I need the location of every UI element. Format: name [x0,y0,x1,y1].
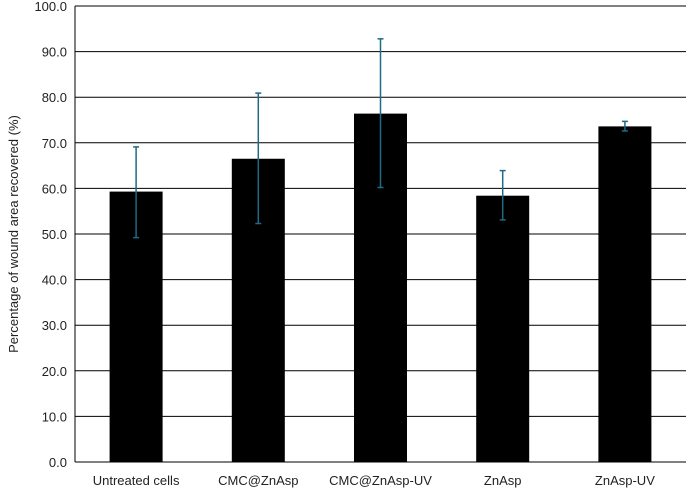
x-tick-label: Untreated cells [93,473,180,488]
x-tick-label: ZnAsp-UV [595,473,655,488]
y-tick-label: 50.0 [42,227,67,242]
error-bar [377,38,384,189]
error-bar [133,146,140,239]
y-axis-title: Percentage of wound area recovered (%) [6,115,21,353]
x-tick-label: CMC@ZnAsp-UV [329,473,432,488]
y-tick-label: 40.0 [42,273,67,288]
bar [476,195,530,463]
error-bar [621,120,628,132]
bar [598,126,652,462]
y-tick-labels: 0.0 10.0 20.0 30.0 40.0 50.0 60.0 70.0 80.0 90.0 1… [34,0,67,470]
y-tick-label: 90.0 [42,45,67,60]
y-tick-label: 0.0 [49,455,67,470]
error-bars [133,38,628,239]
error-bar [255,92,262,225]
x-tick-label: ZnAsp [484,473,522,488]
y-tick-label: 60.0 [42,181,67,196]
x-tick-label: CMC@ZnAsp [218,473,298,488]
y-tick-label: 10.0 [42,409,67,424]
y-tick-label: 30.0 [42,318,67,333]
y-tick-label: 100.0 [34,0,67,14]
y-tick-label: 20.0 [42,364,67,379]
y-tick-label: 70.0 [42,136,67,151]
y-tick-label: 80.0 [42,90,67,105]
x-tick-labels: Untreated cells CMC@ZnAsp CMC@ZnAsp-UV ZnAs… [93,473,655,488]
error-bar [499,169,506,221]
axes [74,6,686,463]
